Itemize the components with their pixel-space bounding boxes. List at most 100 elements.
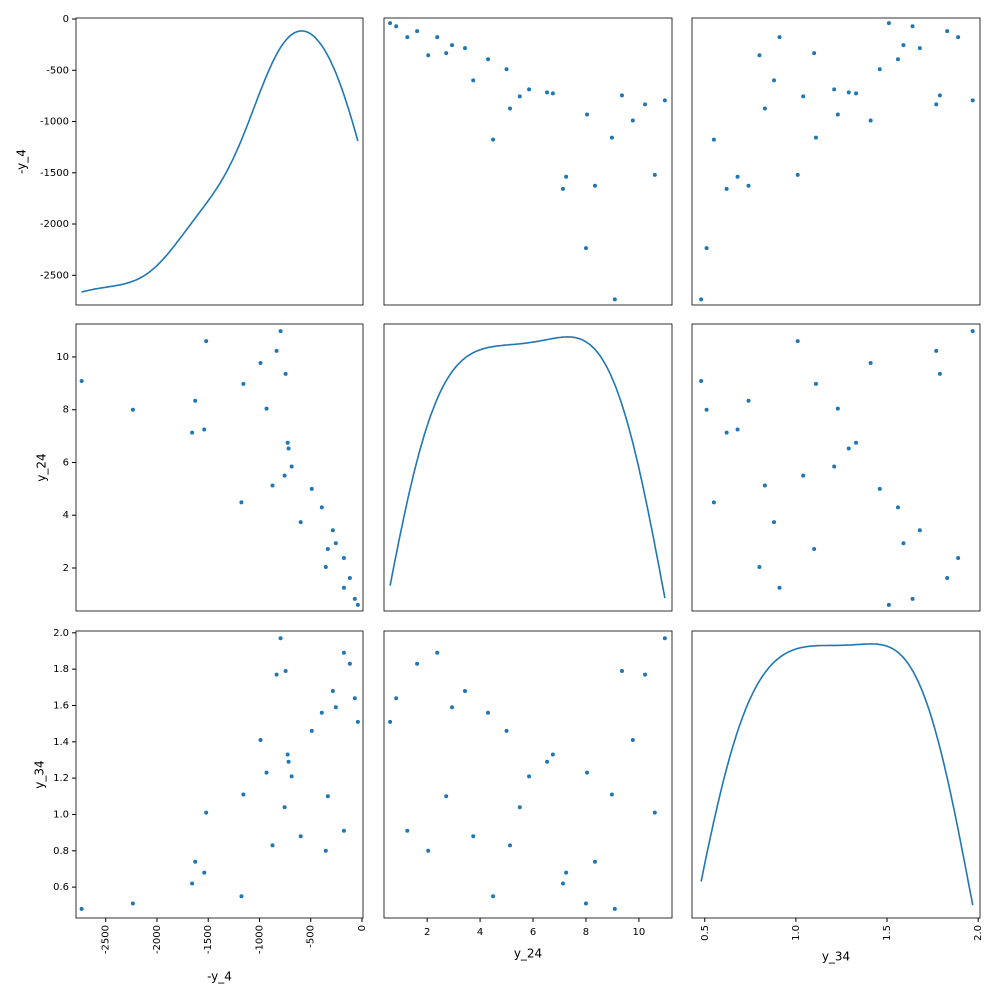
point (619, 668, 624, 673)
point (405, 35, 410, 40)
point (270, 843, 275, 848)
y-tick-label: -500 (46, 65, 69, 76)
point (746, 398, 751, 403)
point (619, 93, 624, 98)
point (341, 555, 346, 560)
point (286, 446, 291, 451)
point (204, 339, 209, 344)
x-axis-label: -y_4 (207, 970, 232, 984)
point (711, 137, 716, 142)
point (777, 585, 782, 590)
point (937, 93, 942, 98)
x-tick-label: 10 (633, 927, 646, 938)
point (762, 106, 767, 111)
point (777, 35, 782, 40)
x-tick-label: 2.0 (973, 925, 984, 941)
point (202, 427, 207, 432)
point (450, 705, 455, 710)
y-tick-label: 10 (56, 352, 69, 363)
point (298, 834, 303, 839)
point (283, 668, 288, 673)
point (415, 29, 420, 34)
point (504, 67, 509, 72)
y-tick-label: 0.6 (53, 882, 69, 893)
point (319, 505, 324, 510)
point (79, 378, 84, 383)
point (341, 828, 346, 833)
point (643, 672, 647, 677)
point (846, 90, 851, 95)
point (264, 770, 269, 775)
point (463, 688, 467, 693)
point (886, 602, 891, 607)
point (704, 246, 709, 251)
x-tick-label: 1.0 (791, 925, 802, 941)
x-tick-label: 2 (424, 927, 430, 938)
point (609, 135, 614, 140)
point (471, 834, 476, 839)
point (282, 805, 287, 810)
x-tick-label: 6 (530, 927, 536, 938)
point (333, 705, 338, 710)
point (801, 473, 806, 478)
point (517, 805, 522, 810)
point (901, 43, 906, 48)
point (917, 46, 922, 51)
point (286, 759, 291, 764)
point (592, 183, 597, 188)
x-axis-label: y_34 (822, 950, 850, 964)
point (846, 446, 851, 451)
y-tick-label: 1.4 (53, 737, 69, 748)
point (612, 906, 617, 911)
point (592, 859, 597, 864)
panel (691, 323, 981, 612)
point (724, 186, 729, 191)
point (868, 361, 873, 366)
point (564, 870, 569, 875)
point (704, 407, 709, 412)
x-tick-label: -500 (306, 925, 317, 948)
point (917, 528, 922, 533)
point (643, 102, 647, 107)
point (241, 792, 246, 797)
point (258, 361, 263, 366)
y-axis-label: y_34 (33, 760, 47, 788)
point (333, 541, 338, 546)
point (812, 547, 817, 552)
point (270, 483, 275, 488)
point (652, 810, 657, 815)
point (282, 473, 287, 478)
point (895, 505, 900, 510)
y-tick-label: -2500 (40, 270, 69, 281)
point (662, 636, 667, 641)
point (471, 78, 476, 83)
point (901, 541, 906, 546)
point (772, 78, 777, 83)
point (812, 51, 817, 56)
x-tick-label: -2000 (152, 925, 163, 954)
point (319, 710, 324, 715)
point (877, 486, 882, 491)
point (630, 737, 635, 742)
point (711, 500, 716, 505)
point (945, 29, 950, 34)
point (405, 828, 410, 833)
point (868, 118, 873, 123)
point (508, 106, 512, 111)
point (323, 848, 328, 853)
point (832, 464, 837, 469)
point (835, 406, 840, 411)
point (937, 371, 942, 376)
x-tick-label: 4 (477, 927, 483, 938)
point (435, 35, 440, 40)
point (877, 67, 882, 72)
point (699, 378, 704, 383)
point (278, 329, 283, 334)
point (630, 118, 635, 123)
point (289, 464, 294, 469)
y-tick-label: 1.2 (53, 773, 69, 784)
panel (691, 630, 981, 919)
y-tick-label: 1.8 (53, 664, 69, 675)
point (289, 774, 294, 779)
